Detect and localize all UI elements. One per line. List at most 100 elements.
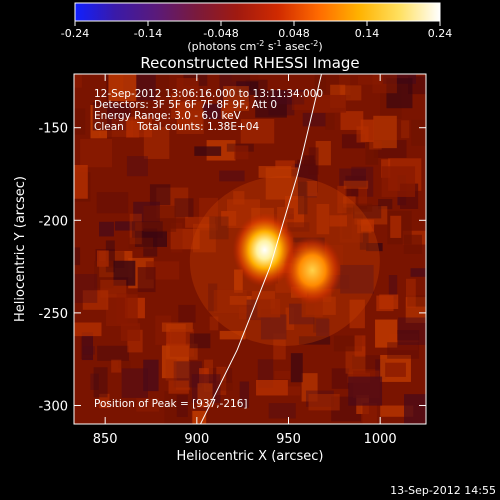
noise-patch: [143, 205, 177, 232]
noise-patch: [168, 380, 189, 394]
noise-patch: [403, 234, 422, 254]
noise-patch: [136, 398, 160, 412]
noise-patch: [290, 353, 303, 383]
noise-patch: [74, 247, 81, 266]
noise-patch: [176, 78, 199, 102]
noise-patch: [96, 192, 129, 214]
noise-patch: [131, 221, 163, 238]
y-axis-label: Heliocentric Y (arcsec): [13, 176, 28, 322]
noise-patch: [126, 116, 153, 138]
noise-patch: [314, 74, 327, 94]
noise-patch: [312, 94, 347, 113]
noise-patch: [407, 295, 426, 307]
noise-patch: [106, 294, 138, 327]
info-detectors: Detectors: 3F 5F 6F 7F 8F 9F, Att 0: [94, 99, 277, 111]
noise-patch: [128, 237, 154, 250]
noise-patch: [82, 290, 109, 310]
noise-patch: [381, 166, 416, 197]
noise-patch: [308, 394, 340, 411]
noise-patch: [378, 199, 393, 210]
noise-patch: [297, 181, 308, 215]
noise-patch: [256, 379, 288, 396]
noise-patch: [398, 317, 426, 345]
noise-patch: [219, 330, 246, 340]
noise-patch: [74, 108, 86, 135]
noise-patch: [275, 160, 295, 170]
noise-patch: [245, 79, 268, 91]
noise-patch: [220, 107, 234, 119]
flare-source: [282, 236, 342, 305]
noise-patch: [208, 283, 218, 312]
noise-patch: [372, 74, 397, 94]
noise-patch: [203, 103, 223, 120]
info-energy-range: Energy Range: 3.0 - 6.0 keV: [94, 110, 242, 122]
info-block: 12-Sep-2012 13:06:16.000 to 13:11:34.000…: [94, 88, 323, 133]
colorbar-tick-label: 0.24: [428, 27, 453, 40]
noise-patch: [176, 110, 204, 135]
colorbar-ticks: -0.24 -0.14 -0.048 0.048 0.14 0.24: [61, 21, 452, 40]
noise-patch: [404, 394, 426, 424]
noise-patch: [298, 336, 331, 345]
noise-patch: [234, 145, 249, 160]
noise-patch: [213, 289, 247, 314]
noise-patch: [369, 140, 382, 150]
noise-patch: [209, 216, 229, 240]
noise-patch: [161, 322, 193, 332]
noise-patch: [240, 118, 275, 144]
noise-patch: [315, 140, 331, 166]
colorbar-tick-label: -0.14: [134, 27, 162, 40]
noise-patch: [185, 216, 215, 228]
noise-patch: [337, 185, 347, 214]
noise-patch: [316, 319, 330, 337]
noise-patch: [177, 100, 203, 131]
noise-patch: [325, 112, 335, 130]
noise-patch: [223, 86, 249, 111]
noise-patch: [284, 222, 310, 232]
noise-patch: [161, 345, 189, 379]
x-axis-label: Heliocentric X (arcsec): [177, 449, 324, 464]
x-tick-label: 950: [276, 432, 301, 447]
noise-patch: [80, 336, 93, 359]
info-clean-counts: Clean Total counts: 1.38E+04: [94, 121, 259, 133]
noise-patch: [165, 358, 177, 381]
noise-patch: [99, 221, 114, 237]
noise-patch: [258, 166, 292, 178]
noise-patch: [90, 373, 99, 390]
noise-patch: [74, 164, 88, 199]
x-axis-ticks: 850 900 950 1000: [93, 74, 397, 447]
noise-patch: [120, 323, 141, 341]
image-noise-pattern: [74, 74, 426, 424]
solar-limb-line: [200, 74, 322, 424]
noise-patch: [359, 226, 369, 250]
chart-title: Reconstructed RHESSI Image: [140, 54, 359, 72]
noise-patch: [362, 402, 377, 424]
noise-patch: [361, 219, 375, 232]
noise-patch: [114, 105, 129, 115]
colorbar-tick-label: 0.048: [278, 27, 310, 40]
noise-patch: [358, 187, 368, 210]
noise-patch: [388, 275, 398, 300]
noise-patch: [234, 269, 243, 293]
noise-patch: [118, 360, 131, 369]
noise-patch: [143, 359, 159, 392]
noise-patch: [100, 279, 127, 298]
noise-patch: [329, 215, 347, 227]
noise-patch: [302, 112, 326, 127]
noise-patch: [360, 119, 374, 142]
noise-patch: [379, 294, 399, 310]
noise-patch: [134, 230, 167, 247]
noise-patch: [354, 335, 366, 357]
noise-patch: [219, 170, 245, 182]
noise-patch: [92, 102, 112, 131]
y-axis-ticks: -150 -200 -250 -300: [38, 122, 426, 414]
noise-patch: [268, 403, 296, 419]
noise-patch: [192, 223, 216, 253]
noise-patch: [174, 198, 194, 218]
noise-patch: [171, 222, 183, 253]
noise-patch: [385, 362, 406, 377]
noise-patch: [410, 268, 426, 277]
noise-patch: [405, 278, 416, 308]
noise-patch: [74, 273, 98, 303]
noise-patch: [257, 298, 281, 318]
colorbar-tick-label: -0.048: [203, 27, 238, 40]
